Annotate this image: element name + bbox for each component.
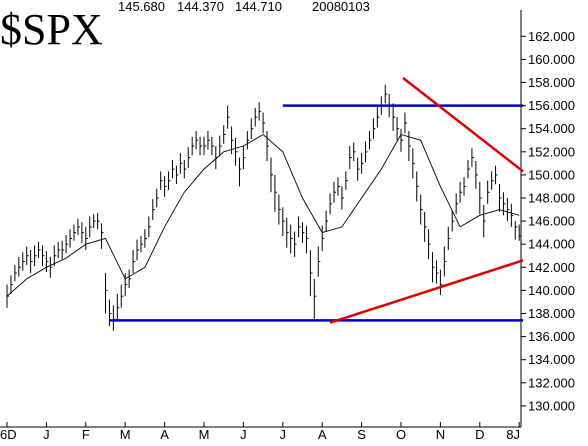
- x-tick-label: N: [436, 427, 445, 441]
- header-low-value: 144.370: [177, 0, 224, 14]
- x-tick-label: J: [280, 427, 287, 441]
- y-tick-label: 158.000: [528, 75, 575, 90]
- y-tick-label: 134.000: [528, 352, 575, 367]
- x-tick-label: D: [475, 427, 484, 441]
- symbol-title: $SPX: [0, 5, 103, 54]
- moving-average-layer: [6, 133, 520, 297]
- y-tick-label: 150.000: [528, 167, 575, 182]
- y-tick-label: 162.000: [528, 29, 575, 44]
- x-tick-label: M: [199, 427, 210, 441]
- y-tick-label: 138.000: [528, 306, 575, 321]
- x-tick-label: M: [120, 427, 131, 441]
- y-tick-label: 142.000: [528, 260, 575, 275]
- header-close-value: 144.710: [235, 0, 282, 14]
- y-tick-label: 132.000: [528, 375, 575, 390]
- y-tick-label: 154.000: [528, 121, 575, 136]
- y-tick-label: 144.000: [528, 237, 575, 252]
- y-tick-label: 148.000: [528, 191, 575, 206]
- x-tick-label: 6D: [0, 427, 17, 441]
- y-tick-labels: 130.000 132.000 134.000 136.000 138.000 140.0…: [521, 29, 575, 413]
- header-high-value: 145.680: [118, 0, 165, 14]
- x-tick-label: A: [160, 427, 169, 441]
- y-tick-label: 130.000: [528, 398, 575, 413]
- x-tick-label: A: [318, 427, 327, 441]
- annotation-layer: [109, 76, 524, 324]
- x-tick-label: J: [43, 427, 50, 441]
- moving-average-line: [6, 133, 520, 297]
- x-tick-label: 8J: [506, 427, 520, 441]
- x-tick-label: O: [396, 427, 406, 441]
- y-tick-label: 140.000: [528, 283, 575, 298]
- x-tick-label: J: [240, 427, 247, 441]
- x-tick-label: S: [357, 427, 366, 441]
- x-tick-labels: 6D J F M A M J J A S O N D 8J: [0, 422, 520, 442]
- y-tick-label: 152.000: [528, 144, 575, 159]
- falling-trendline: [402, 76, 524, 173]
- y-tick-label: 146.000: [528, 214, 575, 229]
- header-date: 20080103: [312, 0, 370, 14]
- y-tick-label: 156.000: [528, 98, 575, 113]
- x-tick-label: F: [82, 427, 90, 441]
- y-tick-label: 160.000: [528, 52, 575, 67]
- rising-trendline: [329, 259, 524, 324]
- y-tick-label: 136.000: [528, 329, 575, 344]
